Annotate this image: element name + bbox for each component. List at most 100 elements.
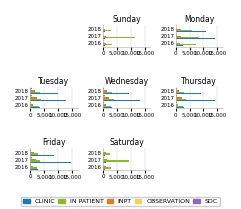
Bar	[176, 104, 178, 106]
Bar	[30, 155, 54, 156]
Bar	[103, 162, 106, 163]
Bar	[103, 92, 112, 93]
Bar	[103, 34, 104, 36]
Bar	[103, 104, 106, 106]
Bar	[30, 152, 34, 153]
Bar	[30, 93, 58, 94]
Bar	[176, 45, 183, 46]
Bar	[30, 107, 40, 108]
Bar	[103, 152, 106, 153]
Bar	[103, 107, 112, 108]
Bar	[30, 150, 32, 151]
Bar	[30, 103, 31, 104]
Bar	[103, 88, 104, 89]
Title: Thursday: Thursday	[181, 77, 217, 86]
Title: Wednesday: Wednesday	[105, 77, 149, 86]
Bar	[30, 164, 31, 165]
Bar	[30, 165, 31, 166]
Bar	[103, 29, 105, 30]
Bar	[30, 106, 39, 107]
Bar	[176, 99, 186, 100]
Bar	[30, 92, 40, 93]
Bar	[103, 167, 111, 168]
Bar	[176, 28, 177, 29]
Title: Saturday: Saturday	[109, 139, 144, 148]
Bar	[30, 157, 32, 158]
Bar	[176, 102, 177, 103]
Bar	[30, 167, 37, 168]
Bar	[176, 38, 214, 39]
Bar	[103, 100, 141, 101]
Bar	[176, 90, 179, 92]
Bar	[103, 103, 104, 104]
Bar	[103, 37, 135, 38]
Bar	[30, 151, 31, 152]
Bar	[176, 95, 177, 96]
Bar	[176, 107, 184, 108]
Bar	[176, 92, 184, 93]
Bar	[176, 106, 183, 107]
Bar	[103, 31, 105, 32]
Bar	[103, 95, 105, 96]
Bar	[30, 169, 38, 170]
Bar	[30, 166, 33, 167]
Title: Monday: Monday	[184, 15, 214, 24]
Bar	[103, 158, 104, 159]
Bar	[176, 30, 192, 31]
Bar	[30, 90, 34, 92]
Bar	[103, 89, 104, 90]
Bar	[103, 102, 104, 103]
Bar	[30, 162, 71, 163]
Bar	[103, 90, 107, 92]
Bar	[103, 161, 129, 162]
Bar	[103, 45, 105, 46]
Bar	[176, 37, 199, 38]
Bar	[176, 43, 180, 44]
Bar	[30, 97, 37, 99]
Bar	[103, 44, 112, 45]
Bar	[176, 97, 181, 99]
Bar	[30, 153, 38, 154]
Bar	[103, 106, 111, 107]
Bar	[103, 159, 107, 160]
Bar	[30, 100, 67, 101]
Bar	[103, 166, 106, 167]
Bar	[176, 42, 177, 43]
Bar	[103, 165, 104, 166]
Bar	[103, 36, 106, 37]
Bar	[176, 100, 214, 101]
Bar	[103, 169, 105, 170]
Bar	[176, 44, 196, 45]
Bar	[103, 96, 105, 97]
Bar	[103, 38, 105, 39]
Bar	[176, 93, 201, 94]
Bar	[103, 93, 129, 94]
Bar	[103, 42, 104, 43]
Title: Tuesday: Tuesday	[38, 77, 69, 86]
Legend: CLINIC, IN PATIENT, INPT, OBSERVATION, SDC: CLINIC, IN PATIENT, INPT, OBSERVATION, S…	[21, 197, 220, 206]
Bar	[103, 43, 106, 44]
Bar	[30, 96, 32, 97]
Bar	[176, 34, 177, 36]
Bar	[30, 161, 40, 162]
Bar	[103, 30, 111, 31]
Bar	[103, 153, 110, 154]
Bar	[30, 104, 33, 106]
Bar	[176, 89, 177, 90]
Bar	[103, 97, 109, 99]
Bar	[30, 102, 32, 103]
Bar	[30, 89, 32, 90]
Bar	[176, 88, 177, 89]
Bar	[30, 95, 32, 96]
Bar	[176, 29, 181, 30]
Bar	[103, 99, 114, 100]
Bar	[176, 36, 181, 37]
Bar	[30, 159, 36, 160]
Bar	[103, 155, 105, 156]
Bar	[30, 99, 41, 100]
Bar	[30, 88, 32, 89]
Bar	[176, 31, 206, 32]
Bar	[30, 158, 32, 159]
Bar	[176, 96, 177, 97]
Title: Friday: Friday	[42, 139, 66, 148]
